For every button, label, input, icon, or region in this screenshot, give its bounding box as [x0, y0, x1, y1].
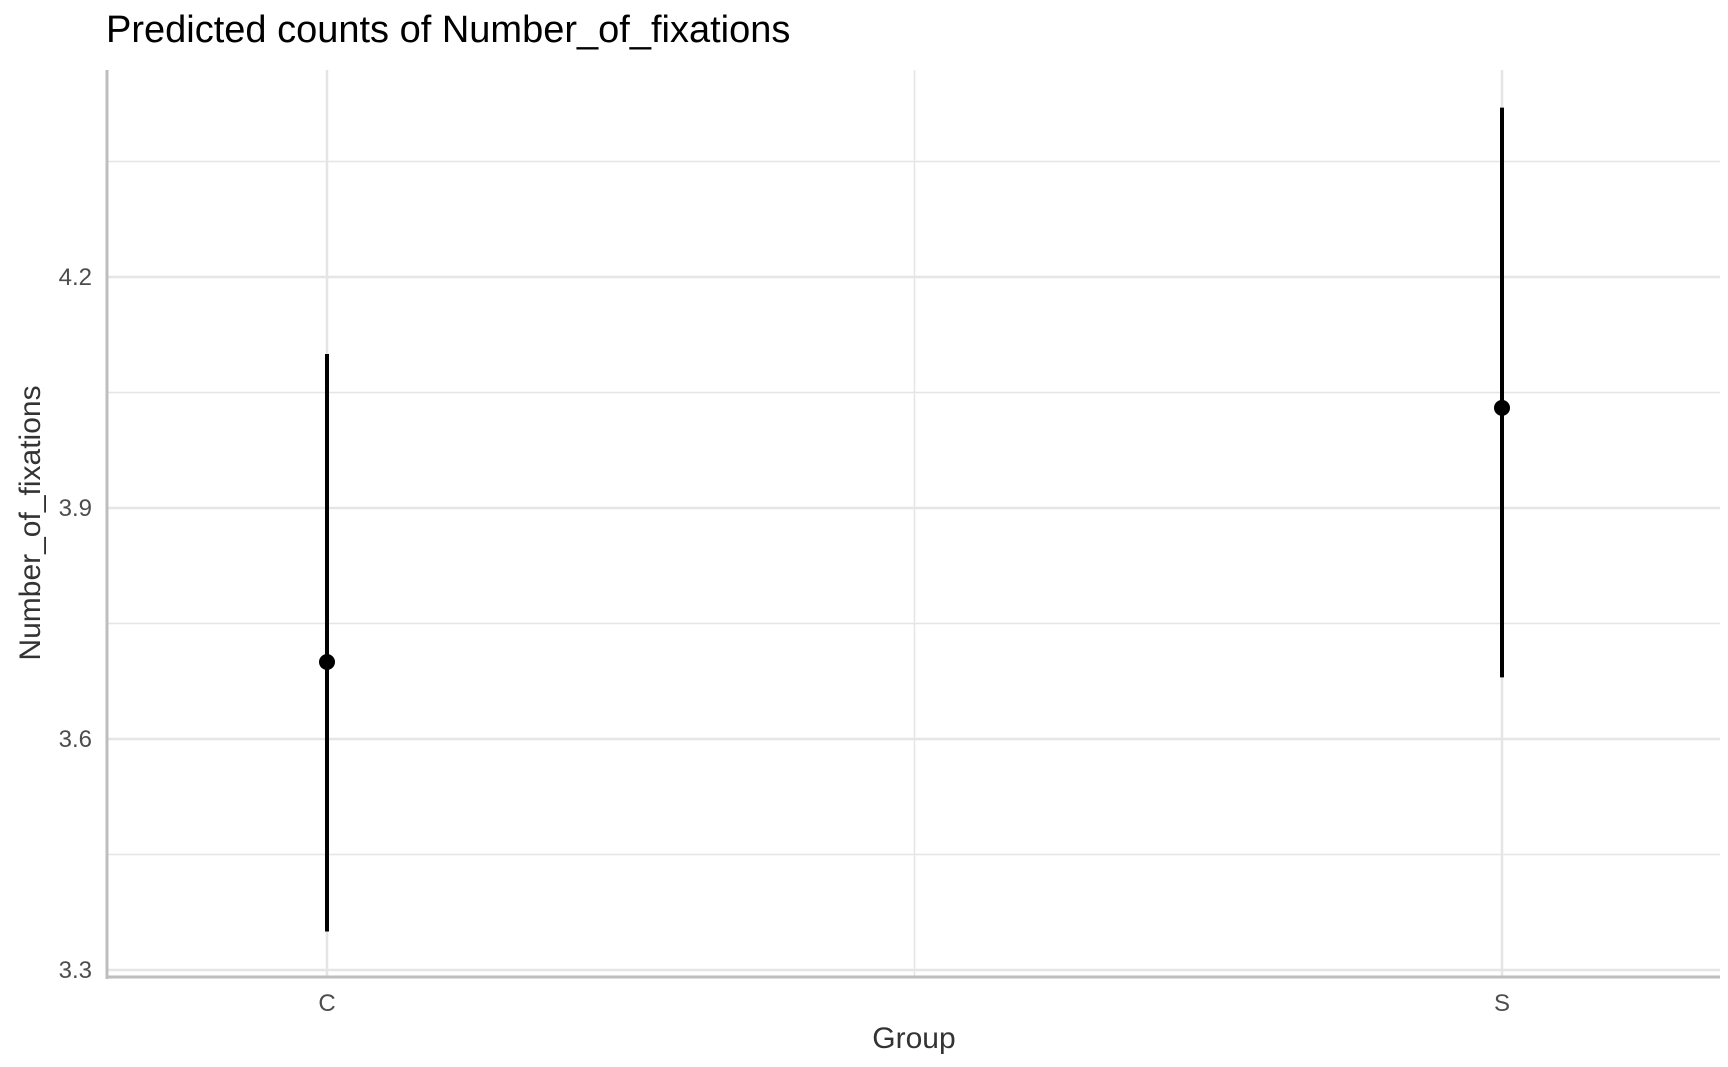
x-tick-label: C	[318, 990, 335, 1017]
chart-title: Predicted counts of Number_of_fixations	[106, 9, 790, 51]
y-tick-label: 4.2	[59, 264, 92, 291]
data-point	[1494, 399, 1510, 416]
y-axis-title: Number_of_fixations	[14, 385, 47, 660]
y-tick-label: 3.3	[59, 957, 92, 984]
x-tick-label: S	[1494, 990, 1510, 1017]
data-point	[319, 654, 335, 670]
y-tick-label: 3.9	[59, 495, 92, 522]
y-tick-label: 3.6	[59, 726, 92, 753]
x-axis-title: Group	[872, 1022, 955, 1055]
grid	[106, 70, 1720, 977]
axes	[105, 70, 1720, 979]
tick-labels: 3.3 3.6 3.9 4.2 C S	[59, 264, 1510, 1017]
data-marks	[319, 107, 1510, 932]
